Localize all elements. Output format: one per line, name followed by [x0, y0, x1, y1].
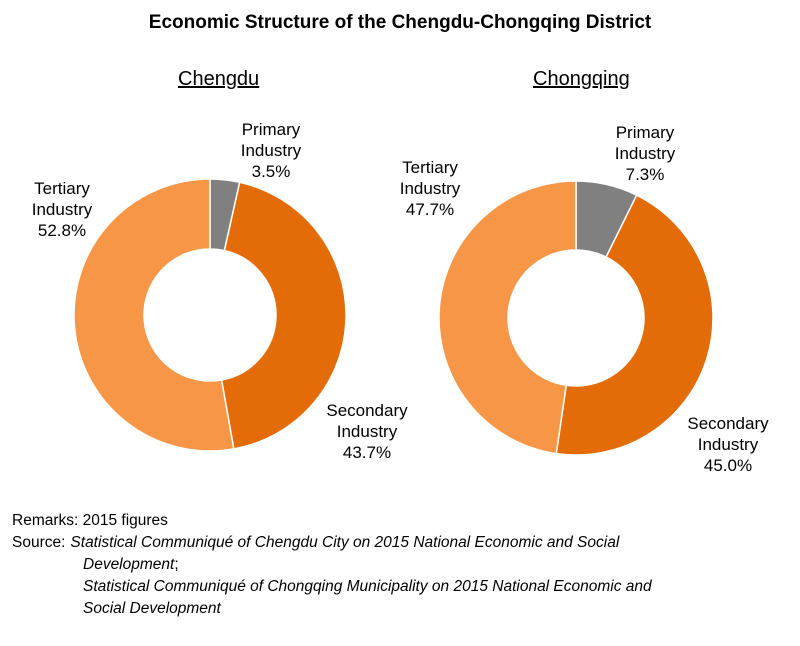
chengdu-secondary-value: 43.7%: [342, 443, 392, 462]
chongqing-primary-category-line-1: Primary: [615, 123, 675, 142]
chongqing-secondary-category-line-1: Secondary: [687, 414, 769, 433]
chongqing-primary-value: 7.3%: [625, 165, 665, 184]
chongqing-tertiary-slice: [438, 180, 577, 455]
chongqing-secondary-label: Secondary Industry 45.0%: [687, 413, 768, 476]
chengdu-secondary-category-line-1: Secondary: [326, 401, 408, 420]
chengdu-tertiary-slice: [73, 178, 235, 452]
chart-notes: Remarks: 2015 figures Source: Statistica…: [12, 510, 792, 620]
source-1-line-1: Statistical Communiqué of Chengdu City o…: [70, 534, 620, 551]
chengdu-primary-category-line-1: Primary: [241, 120, 301, 139]
source-label: Source:: [12, 534, 66, 551]
figure-title: Economic Structure of the Chengdu-Chongq…: [148, 12, 652, 33]
source-2-line-1: Statistical Communiqué of Chongqing Muni…: [83, 578, 652, 595]
chongqing-tertiary-category-line-2: Industry: [399, 179, 461, 198]
chengdu-tertiary-label: Tertiary Industry 52.8%: [32, 178, 92, 241]
chongqing-chart-title: Chongqing: [533, 68, 630, 90]
chengdu-tertiary-category-line-2: Industry: [31, 200, 93, 219]
chongqing-tertiary-category-line-1: Tertiary: [402, 158, 458, 177]
source-2-line-2: Social Development: [83, 600, 221, 617]
chongqing-primary-category-line-2: Industry: [614, 144, 676, 163]
source-1-suffix: ;: [174, 556, 179, 573]
chengdu-secondary-slice: [220, 181, 347, 450]
chongqing-secondary-category-line-2: Industry: [697, 435, 759, 454]
chengdu-primary-label: Primary Industry 3.5%: [241, 119, 301, 182]
chengdu-tertiary-value: 52.8%: [37, 221, 87, 240]
chengdu-donut: [73, 178, 347, 452]
chongqing-tertiary-value: 47.7%: [405, 200, 455, 219]
chongqing-primary-label: Primary Industry 7.3%: [615, 122, 675, 185]
chengdu-secondary-label: Secondary Industry 43.7%: [326, 400, 407, 463]
chongqing-secondary-value: 45.0%: [703, 456, 753, 475]
remarks-text: Remarks: 2015 figures: [12, 512, 168, 529]
chengdu-primary-category-line-2: Industry: [240, 141, 302, 160]
chengdu-chart-title: Chengdu: [178, 68, 260, 90]
chongqing-donut: [438, 180, 714, 456]
chongqing-tertiary-label: Tertiary Industry 47.7%: [400, 157, 460, 220]
chongqing-secondary-slice: [555, 194, 714, 456]
chengdu-primary-value: 3.5%: [251, 162, 291, 181]
source-1-line-2: Development: [83, 556, 175, 573]
chengdu-secondary-category-line-2: Industry: [336, 422, 398, 441]
chengdu-tertiary-category-line-1: Tertiary: [34, 179, 90, 198]
